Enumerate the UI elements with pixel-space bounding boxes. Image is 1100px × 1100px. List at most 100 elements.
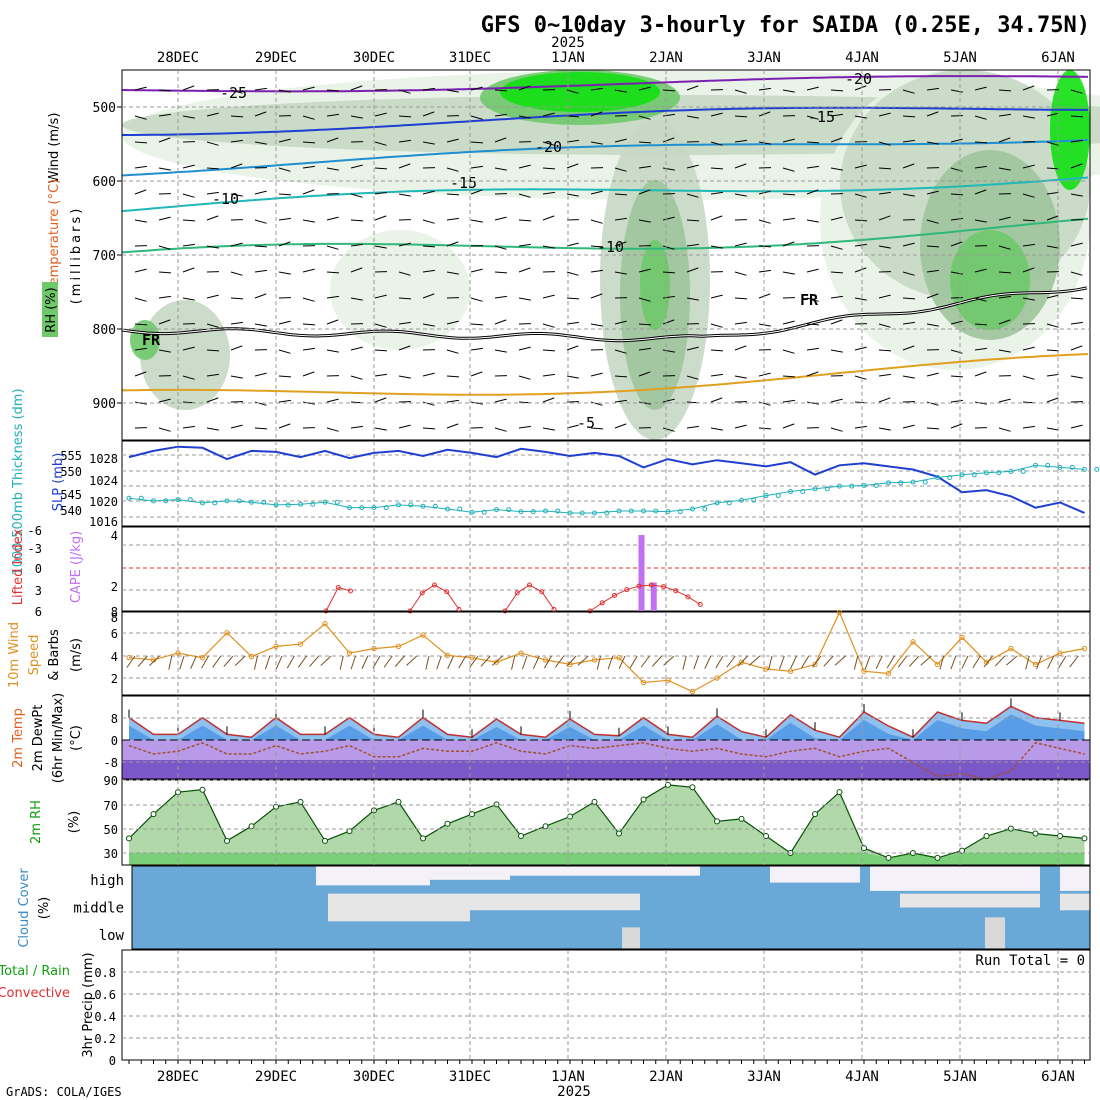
wind-barb <box>998 245 1011 250</box>
wind-barb <box>878 112 891 117</box>
wind-barb <box>302 86 315 91</box>
wind-barb <box>374 349 388 352</box>
wind-barb <box>494 245 507 250</box>
wind-barb <box>422 293 435 299</box>
wind-barb <box>1070 345 1083 351</box>
wind-barb <box>974 165 987 169</box>
wind-barb <box>182 297 195 301</box>
wind-barb <box>278 271 291 275</box>
wind-barb <box>470 297 483 302</box>
dewpoint-line <box>128 741 1085 780</box>
wind-barb <box>806 323 820 326</box>
wind-speed-point <box>248 653 255 660</box>
thickness-point <box>800 489 806 495</box>
bottom-date-label: 1JAN <box>551 1069 585 1085</box>
wind-barb <box>518 193 531 198</box>
rh-point <box>714 818 720 825</box>
slp-line <box>128 445 1085 514</box>
wind-barb <box>710 167 724 170</box>
rh-point <box>542 823 549 830</box>
top-date-label: 28DEC <box>157 50 199 66</box>
thickness-point <box>212 500 218 506</box>
wind-barb <box>374 373 387 377</box>
wind-speed-line <box>128 611 1085 693</box>
wind-barb <box>518 164 531 169</box>
wind-barb <box>806 347 819 351</box>
wind-barb <box>1070 163 1083 169</box>
rh-area-mid <box>129 853 1085 865</box>
wind-barb <box>566 242 579 247</box>
rh-point <box>861 845 867 852</box>
wind-barb <box>158 113 171 117</box>
wind-barb <box>494 89 508 92</box>
wind-barb <box>734 89 747 94</box>
precip-ylabel: 3hr Precip (mm) <box>81 952 96 1057</box>
wind-barb <box>710 349 724 352</box>
wind-barb <box>734 139 747 143</box>
wind-barb-10m <box>480 655 491 667</box>
wind-barb <box>302 268 315 273</box>
wind-barb-10m <box>950 655 957 670</box>
lifted-index-point <box>551 606 557 612</box>
wind-barb-10m <box>201 655 209 669</box>
wind-barb <box>638 268 651 273</box>
wind-barb-10m <box>790 655 797 669</box>
cloud-unit: (%) <box>37 897 52 920</box>
cape-lifted-index-panel: -6 -3 0 3 6 4 2 8 <box>28 524 1091 619</box>
wind-barb <box>374 323 387 328</box>
wind-barb <box>302 219 315 223</box>
precip-tick-label: 0.8 <box>94 966 116 980</box>
wind-barb <box>350 85 363 91</box>
contour-label: -25 <box>220 84 247 102</box>
wind-barb <box>398 115 412 118</box>
thickness-point <box>1069 464 1075 470</box>
wind-barb <box>326 427 339 432</box>
wind-barb <box>374 167 388 170</box>
wind-barb <box>206 141 219 146</box>
wind-barb <box>590 219 603 224</box>
contour-label: -10 <box>212 190 239 208</box>
wind-barb <box>758 269 771 273</box>
wind-barb <box>422 190 435 195</box>
lifted-index-line <box>409 584 460 612</box>
wind-barb-10m <box>149 655 160 666</box>
wind-barb <box>518 346 531 351</box>
wind-barb <box>182 164 195 169</box>
wind-barb <box>566 424 579 429</box>
wind-barb <box>1022 375 1035 380</box>
rh-tick-label: 30 <box>104 847 118 861</box>
wind-barb-10m <box>436 655 442 670</box>
precip-tick-label: 0.4 <box>94 1010 116 1024</box>
wind-barb <box>1046 294 1059 299</box>
wind-barb <box>614 217 627 221</box>
wind-barb <box>662 89 676 92</box>
wind-barb <box>854 425 867 429</box>
cape-tick-label: 8 <box>111 605 118 619</box>
wind-barb <box>566 271 579 276</box>
wind-barb <box>638 323 652 326</box>
wind-barb <box>326 295 339 299</box>
wind-barb-10m <box>972 655 981 669</box>
lifted-index-point <box>587 608 593 614</box>
wind-barb <box>926 87 939 91</box>
wind-barb <box>518 267 531 273</box>
rh-point <box>640 796 647 803</box>
wind-barb <box>686 115 699 119</box>
wind-barb <box>830 349 843 353</box>
rh-shade-region <box>1050 70 1090 190</box>
wind-barb <box>590 293 603 299</box>
rh-point <box>934 854 941 861</box>
wind-barb <box>590 269 603 273</box>
high-cloud-block <box>770 866 860 883</box>
temperature-contour <box>121 75 1089 93</box>
wind-barb <box>470 347 483 351</box>
contour-label: -15 <box>808 108 835 126</box>
bottom-date-label: 3JAN <box>747 1069 781 1085</box>
wind-barb <box>182 346 195 351</box>
wind-barb <box>902 115 916 118</box>
wind-barb <box>998 349 1011 353</box>
wind-barb <box>134 165 147 169</box>
wind-barb <box>1046 191 1059 195</box>
wind-barb <box>134 141 148 144</box>
wind-ylabel: Wind (m/s) <box>47 113 62 184</box>
